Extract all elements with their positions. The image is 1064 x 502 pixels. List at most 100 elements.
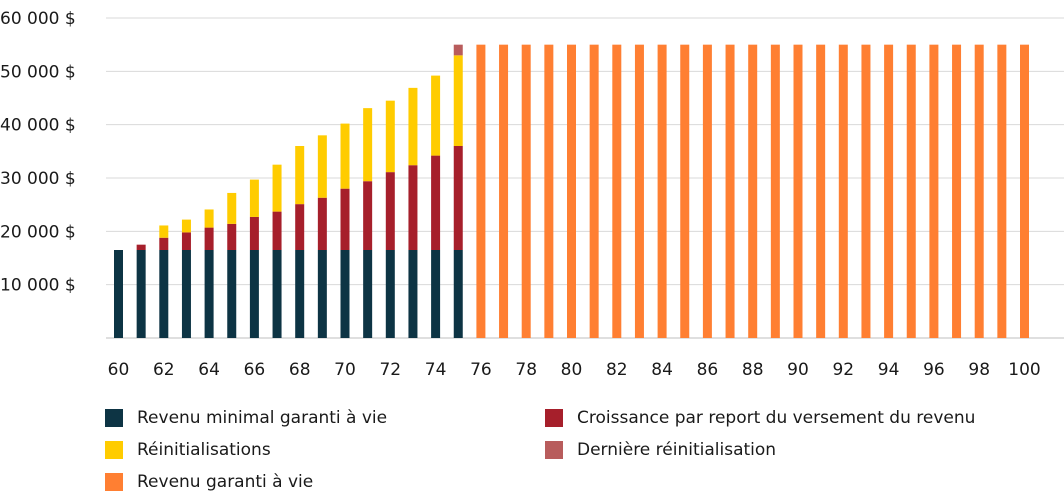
x-tick-label: 78: [515, 360, 537, 380]
bar-segment-1-66: [249, 216, 259, 250]
legend-item-deferral-growth: Croissance par report du versement du re…: [545, 408, 975, 428]
x-tick-label: 62: [153, 360, 175, 380]
bar-segment-1-75: [453, 146, 463, 250]
bar-segment-2-73: [408, 87, 418, 166]
bar-segment-4-77: [499, 44, 509, 339]
x-tick-label: 94: [878, 360, 900, 380]
bar-segment-2-63: [181, 219, 191, 233]
x-tick-label: 72: [379, 360, 401, 380]
bar-segment-2-69: [317, 135, 327, 198]
bar-segment-4-91: [816, 44, 826, 339]
bar-segment-3-75: [453, 44, 463, 56]
legend-item-min-income: Revenu minimal garanti à vie: [105, 408, 387, 428]
x-tick-label: 66: [244, 360, 266, 380]
bar-segment-1-64: [204, 227, 214, 250]
legend-item-guaranteed-income: Revenu garanti à vie: [105, 472, 313, 492]
income-chart: 10 000 $ 20 000 $ 30 000 $ 40 000 $ 50 000 $…: [0, 9, 1064, 380]
bar-segment-1-65: [227, 223, 237, 250]
bar-segment-4-80: [567, 44, 576, 339]
legend-label: Revenu minimal garanti à vie: [137, 408, 388, 428]
x-tick-label: 82: [606, 360, 628, 380]
bar-segment-4-83: [634, 44, 644, 339]
bar-segment-0-75: [453, 250, 463, 338]
legend-swatch: [105, 473, 123, 491]
bar-segment-2-71: [363, 108, 373, 182]
bar-segment-4-98: [974, 44, 984, 339]
x-tick-label: 96: [923, 360, 945, 380]
bar-segment-4-88: [748, 44, 758, 339]
y-axis-ticks: 10 000 $ 20 000 $ 30 000 $ 40 000 $ 50 000 $…: [0, 9, 76, 296]
x-tick-label: 84: [651, 360, 673, 380]
bar-segment-0-70: [340, 250, 350, 338]
bar-segment-4-93: [861, 44, 871, 339]
x-tick-label: 90: [787, 360, 809, 380]
y-tick-label: 50 000 $: [0, 62, 76, 82]
x-tick-label: 68: [289, 360, 311, 380]
y-tick-label: 30 000 $: [0, 169, 76, 189]
legend-label: Dernière réinitialisation: [577, 440, 777, 460]
bar-segment-2-62: [159, 225, 169, 238]
bar-segment-4-94: [884, 44, 894, 339]
bar-segment-2-70: [340, 123, 350, 189]
y-tick-label: 10 000 $: [0, 276, 76, 296]
bar-segment-0-60: [114, 250, 123, 338]
x-tick-label: 100: [1008, 360, 1040, 380]
bar-segment-0-73: [408, 250, 418, 338]
legend-label: Revenu garanti à vie: [137, 472, 314, 492]
bar-segment-1-73: [408, 165, 418, 250]
bar-segment-2-64: [204, 209, 214, 228]
x-tick-label: 92: [832, 360, 854, 380]
bar-segment-1-67: [272, 211, 282, 250]
legend-swatch: [105, 409, 123, 427]
bar-segment-2-66: [249, 179, 259, 217]
legend-swatch: [545, 409, 563, 427]
bar-segment-4-78: [521, 44, 531, 339]
bar-segment-0-68: [295, 250, 305, 338]
y-tick-label: 60 000 $: [0, 9, 76, 29]
x-tick-label: 76: [470, 360, 492, 380]
bar-segment-4-99: [997, 44, 1007, 339]
bar-segment-4-100: [1020, 44, 1029, 339]
bar-segment-4-96: [929, 44, 939, 339]
legend-label: Croissance par report du versement du re…: [577, 408, 976, 428]
x-tick-label: 88: [742, 360, 764, 380]
legend-swatch: [105, 441, 123, 459]
bar-segment-2-65: [227, 192, 237, 224]
bar-segment-4-92: [838, 44, 848, 339]
bar-segment-4-81: [589, 44, 599, 339]
bar-segment-0-69: [317, 250, 327, 338]
x-tick-label: 60: [108, 360, 130, 380]
bar-segment-0-62: [159, 250, 169, 338]
bar-segment-1-69: [317, 197, 327, 250]
bar-segment-1-74: [431, 155, 441, 250]
bar-segment-2-68: [295, 146, 305, 205]
bar-segment-0-67: [272, 250, 282, 338]
bar-segment-0-71: [363, 250, 373, 338]
bars: [114, 44, 1029, 339]
bar-segment-4-84: [657, 44, 667, 339]
bar-segment-1-61: [136, 244, 146, 250]
x-tick-label: 86: [697, 360, 719, 380]
bar-segment-4-95: [906, 44, 916, 339]
bar-segment-2-72: [385, 100, 395, 173]
x-tick-label: 98: [968, 360, 990, 380]
bar-segment-1-72: [385, 172, 395, 250]
bar-segment-4-85: [680, 44, 690, 339]
legend-item-last-reset: Dernière réinitialisation: [545, 440, 776, 460]
x-tick-label: 70: [334, 360, 356, 380]
bar-segment-0-74: [431, 250, 441, 338]
bar-segment-4-82: [612, 44, 622, 339]
bar-segment-4-90: [793, 44, 803, 339]
bar-segment-1-71: [363, 181, 373, 250]
bar-segment-0-61: [136, 250, 146, 338]
bar-segment-2-74: [431, 75, 441, 156]
x-tick-label: 64: [198, 360, 220, 380]
gridlines: [106, 17, 1064, 339]
bar-segment-0-66: [249, 250, 259, 338]
y-tick-label: 20 000 $: [0, 222, 76, 242]
legend-label: Réinitialisations: [137, 440, 271, 460]
bar-segment-1-63: [181, 232, 191, 250]
bar-segment-4-87: [725, 44, 735, 339]
bar-segment-1-70: [340, 188, 350, 250]
bar-segment-0-72: [385, 250, 395, 338]
